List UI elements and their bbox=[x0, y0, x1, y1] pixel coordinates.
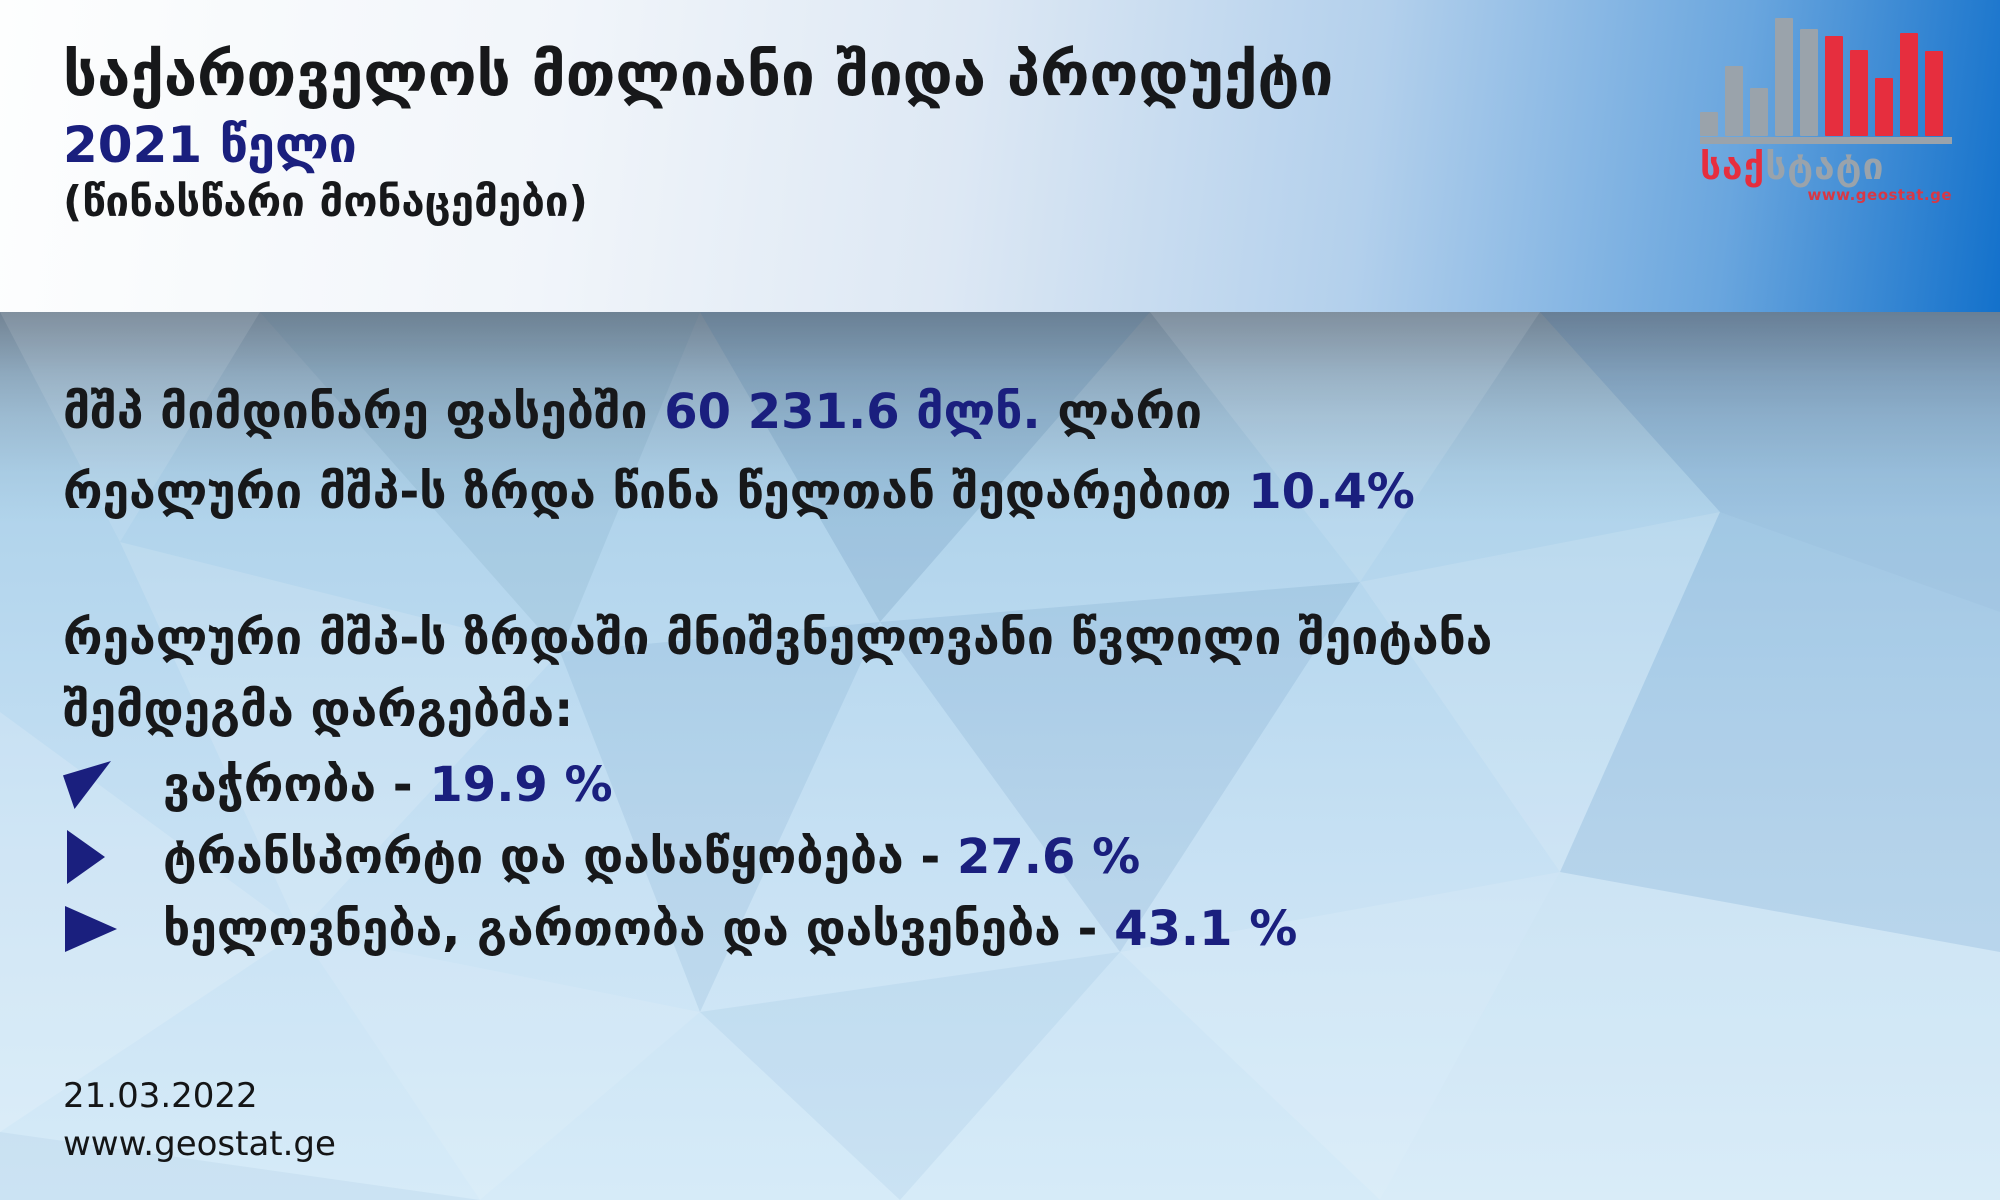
contribution-intro: რეალური მშპ-ს ზრდაში მნიშვნელოვანი წვლილ… bbox=[63, 602, 1492, 746]
right-arrow-bullet-icon bbox=[67, 830, 105, 884]
headline-stats: მშპ მიმდინარე ფასებში 60 231.6 მლნ. ლარი… bbox=[63, 372, 1415, 532]
real-gdp-growth-line: რეალური მშპ-ს ზრდა წინა წელთან შედარებით… bbox=[63, 452, 1415, 532]
logo-baseline bbox=[1700, 137, 1952, 144]
sector-transport: ტრანსპორტი და დასაწყობება - 27.6 % bbox=[163, 829, 1140, 885]
logo-bar bbox=[1750, 87, 1768, 136]
gdp-line-suffix: ლარი bbox=[1040, 384, 1203, 440]
growth-value: 10.4% bbox=[1248, 464, 1415, 520]
header-text-block: საქართველოს მთლიანი შიდა პროდუქტი 2021 წ… bbox=[63, 40, 1334, 226]
logo-wordmark-gray: სტატი bbox=[1765, 145, 1885, 188]
subtitle-note: (წინასწარი მონაცემები) bbox=[63, 176, 588, 226]
contribution-intro-line1: რეალური მშპ-ს ზრდაში მნიშვნელოვანი წვლილ… bbox=[63, 610, 1493, 666]
logo-bar bbox=[1925, 51, 1943, 136]
list-item: ვაჭრობა - 19.9 % bbox=[63, 756, 1297, 814]
logo-url: www.geostat.ge bbox=[1807, 186, 1952, 204]
list-item: ტრანსპორტი და დასაწყობება - 27.6 % bbox=[63, 828, 1297, 886]
growth-line-label: რეალური მშპ-ს ზრდა წინა წელთან შედარებით bbox=[63, 464, 1249, 520]
logo-wordmark-red: საქ bbox=[1700, 145, 1766, 188]
logo-bar bbox=[1800, 28, 1818, 136]
logo-bar bbox=[1875, 78, 1893, 136]
subtitle-year: 2021 წელი bbox=[63, 116, 357, 175]
sector-value: 43.1 % bbox=[1114, 901, 1298, 957]
sector-label: ვაჭრობა - bbox=[163, 757, 430, 813]
logo-bar-chart-icon bbox=[1700, 18, 1952, 136]
contribution-intro-line2: შემდეგმა დარგებმა: bbox=[63, 682, 574, 738]
list-item: ხელოვნება, გართობა და დასვენება - 43.1 % bbox=[63, 900, 1297, 958]
logo-bar bbox=[1725, 66, 1743, 136]
sector-label: ტრანსპორტი და დასაწყობება - bbox=[163, 829, 957, 885]
logo-bar bbox=[1700, 112, 1718, 136]
sector-arts: ხელოვნება, გართობა და დასვენება - 43.1 % bbox=[163, 901, 1297, 957]
ne-arrow-bullet-icon bbox=[63, 761, 111, 809]
gdp-current-prices-line: მშპ მიმდინარე ფასებში 60 231.6 მლნ. ლარი bbox=[63, 372, 1415, 452]
publish-date: 21.03.2022 bbox=[63, 1076, 258, 1116]
gdp-value: 60 231.6 მლნ. bbox=[664, 384, 1041, 440]
logo-bar bbox=[1900, 33, 1918, 136]
header-band: საქართველოს მთლიანი შიდა პროდუქტი 2021 წ… bbox=[0, 0, 2000, 312]
footer: 21.03.2022 www.geostat.ge bbox=[63, 1072, 336, 1168]
gdp-line-label: მშპ მიმდინარე ფასებში bbox=[63, 384, 665, 440]
right-arrow-bullet-icon bbox=[65, 906, 117, 952]
logo-wordmark: საქსტატი bbox=[1700, 148, 1952, 185]
geostat-logo: საქსტატი www.geostat.ge bbox=[1700, 18, 1952, 208]
sector-value: 19.9 % bbox=[429, 757, 613, 813]
logo-bar bbox=[1850, 49, 1868, 136]
logo-bar bbox=[1775, 18, 1793, 136]
logo-bar bbox=[1825, 35, 1843, 136]
low-poly-background bbox=[0, 312, 2000, 1200]
sector-value: 27.6 % bbox=[957, 829, 1141, 885]
website-url: www.geostat.ge bbox=[63, 1124, 336, 1164]
sector-trade: ვაჭრობა - 19.9 % bbox=[163, 757, 613, 813]
sector-label: ხელოვნება, გართობა და დასვენება - bbox=[163, 901, 1115, 957]
sector-list: ვაჭრობა - 19.9 % ტრანსპორტი და დასაწყობე… bbox=[63, 756, 1297, 958]
page-title: საქართველოს მთლიანი შიდა პროდუქტი bbox=[63, 40, 1334, 110]
